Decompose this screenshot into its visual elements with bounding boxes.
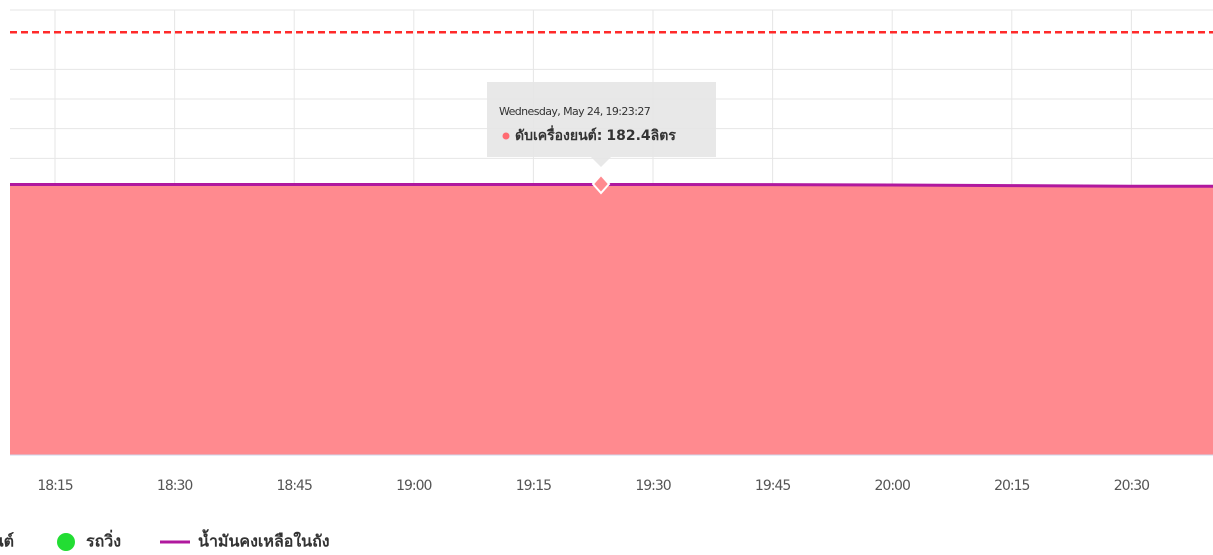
x-tick-label: 18:15: [37, 478, 72, 494]
x-tick-label: 20:00: [875, 478, 910, 494]
x-tick-label: 19:15: [516, 478, 551, 494]
tooltip-box: [487, 82, 716, 157]
x-tick-label: 18:30: [157, 478, 192, 494]
x-tick-label: 19:45: [755, 478, 790, 494]
tooltip-line: ดับเครื่องยนต์: 182.4ลิตร: [515, 125, 676, 144]
plot-area: [10, 173, 1213, 455]
x-tick-label: 19:00: [396, 478, 431, 494]
legend-label: ดับเครื่องยนต์: [0, 530, 14, 551]
legend-label: น้ำมันคงเหลือในถัง: [198, 529, 330, 551]
tooltip-pointer: [591, 157, 611, 167]
tooltip-sep: :: [597, 128, 603, 144]
tooltip-unit: ลิตร: [650, 128, 676, 144]
legend: ดับเครื่องยนต์ รถวิ่ง น้ำมันคงเหลือในถัง: [0, 529, 330, 551]
x-tick-label: 20:15: [994, 478, 1029, 494]
tooltip: Wednesday, May 24, 19:23:27 ดับเครื่องยน…: [487, 82, 716, 167]
hover-marker: [591, 173, 611, 195]
tooltip-series: ดับเครื่องยนต์: [515, 125, 597, 144]
x-tick-label: 20:30: [1114, 478, 1149, 494]
x-axis: 18:15 18:30 18:45 19:00 19:15 19:30 19:45 20:00…: [10, 454, 1213, 494]
x-tick-label: 18:45: [277, 478, 312, 494]
tooltip-value: 182.4: [606, 128, 651, 144]
tooltip-dot: [502, 132, 510, 140]
area: [10, 184, 1213, 455]
legend-label: รถวิ่ง: [86, 530, 121, 551]
legend-symbol: [57, 533, 75, 551]
tooltip-header: Wednesday, May 24, 19:23:27: [499, 105, 651, 118]
x-tick-label: 19:30: [635, 478, 670, 494]
